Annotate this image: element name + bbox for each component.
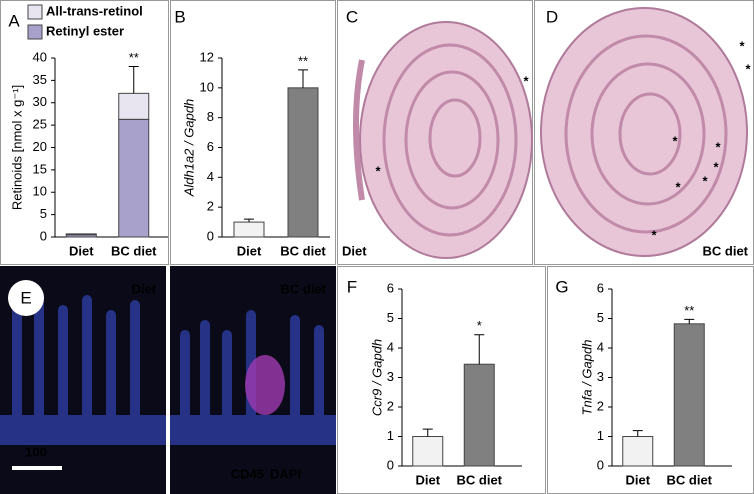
- y-tick-label: 4: [597, 339, 604, 354]
- error-bar: [684, 318, 695, 324]
- y-tick-label: 3: [597, 369, 604, 384]
- y-tick-label: 5: [597, 310, 604, 325]
- legend-swatch: [27, 4, 43, 20]
- y-tick-label: 25: [33, 117, 47, 132]
- y-tick-label: 1: [387, 428, 394, 443]
- error-bar: [244, 218, 254, 223]
- bar: [412, 436, 444, 467]
- x-tick-label: BC diet: [667, 472, 713, 487]
- image-marker: *: [675, 179, 681, 194]
- legend-label: Retinyl ester: [46, 23, 124, 38]
- significance: **: [298, 53, 308, 68]
- bar: [287, 87, 319, 238]
- error-bar: [128, 66, 139, 94]
- significance: **: [684, 303, 694, 318]
- image-marker: *: [702, 173, 708, 188]
- image-caption: Diet: [131, 281, 156, 296]
- x-tick-label: Diet: [69, 243, 94, 258]
- panel-letter: A: [8, 11, 20, 30]
- panel-letter: G: [555, 277, 568, 296]
- y-tick-label: 10: [200, 79, 214, 94]
- x-tick-label: Diet: [625, 472, 650, 487]
- y-tick-label: 6: [207, 139, 214, 154]
- y-tick-label: 2: [387, 398, 394, 413]
- error-bar: [632, 430, 643, 437]
- image-caption: Diet: [342, 243, 367, 258]
- x-tick-label: Diet: [237, 243, 262, 258]
- bar: [233, 221, 265, 238]
- y-axis-label: Aldh1a2 / Gapdh: [181, 99, 196, 198]
- image-caption: BC diet: [281, 281, 327, 296]
- x-tick-label: BC diet: [280, 243, 326, 258]
- y-tick-label: 10: [33, 184, 47, 199]
- x-tick-label: BC diet: [111, 243, 157, 258]
- image-marker: *: [715, 139, 721, 154]
- y-tick-label: 20: [33, 139, 47, 154]
- image-caption: BC diet: [703, 243, 749, 258]
- y-tick-label: 40: [33, 49, 47, 64]
- image-marker: *: [713, 159, 719, 174]
- y-tick-label: 0: [387, 457, 394, 472]
- panel-letter: F: [347, 277, 357, 296]
- y-tick-label: 2: [597, 398, 604, 413]
- error-bar: [298, 69, 308, 88]
- significance: *: [477, 318, 482, 333]
- legend-label: All-trans-retinol: [46, 3, 143, 18]
- y-tick-label: 0: [597, 457, 604, 472]
- bar: [622, 436, 654, 467]
- legend-swatch: [27, 24, 43, 40]
- stain-label: DAPI: [270, 466, 301, 481]
- x-tick-label: Diet: [415, 472, 440, 487]
- bar-segment: [118, 92, 150, 120]
- y-tick-label: 4: [207, 169, 214, 184]
- y-axis-label: Retinoids [nmol x g⁻¹]: [9, 85, 24, 210]
- fluorescence-e: [0, 266, 336, 494]
- significance: **: [129, 50, 139, 65]
- image-marker: *: [739, 38, 745, 53]
- y-tick-label: 5: [40, 206, 47, 221]
- bar-segment: [118, 118, 150, 238]
- y-tick-label: 1: [597, 428, 604, 443]
- y-tick-label: 35: [33, 72, 47, 87]
- image-marker: *: [375, 163, 381, 178]
- histology-d: [540, 7, 748, 257]
- y-tick-label: 6: [387, 280, 394, 295]
- error-bar: [422, 428, 433, 437]
- error-bar: [474, 334, 485, 365]
- histology-c: [353, 21, 533, 259]
- y-tick-label: 12: [200, 49, 214, 64]
- panel-letter: E: [20, 288, 31, 307]
- stain-label: CD45: [231, 466, 264, 481]
- image-marker: *: [672, 133, 678, 148]
- bar: [463, 363, 495, 467]
- y-tick-label: 0: [40, 228, 47, 243]
- y-tick-label: 3: [387, 369, 394, 384]
- y-tick-label: 15: [33, 161, 47, 176]
- panel-letter: C: [346, 7, 358, 26]
- y-tick-label: 30: [33, 94, 47, 109]
- panel-letter: D: [546, 7, 558, 26]
- y-axis-label: Ccr9 / Gapdh: [369, 339, 384, 416]
- y-tick-label: 0: [207, 228, 214, 243]
- bar: [673, 323, 705, 467]
- image-marker: *: [523, 73, 529, 88]
- x-tick-label: BC diet: [457, 472, 503, 487]
- panel-letter: B: [174, 7, 185, 26]
- y-tick-label: 5: [387, 310, 394, 325]
- y-tick-label: 2: [207, 199, 214, 214]
- image-marker: *: [651, 227, 657, 242]
- bar-segment: [65, 233, 97, 236]
- y-tick-label: 8: [207, 109, 214, 124]
- y-axis-label: Tnfa / Gapdh: [579, 340, 594, 416]
- y-tick-label: 4: [387, 339, 394, 354]
- y-tick-label: 6: [597, 280, 604, 295]
- image-marker: *: [745, 61, 751, 76]
- scale-label: 100: [25, 444, 47, 459]
